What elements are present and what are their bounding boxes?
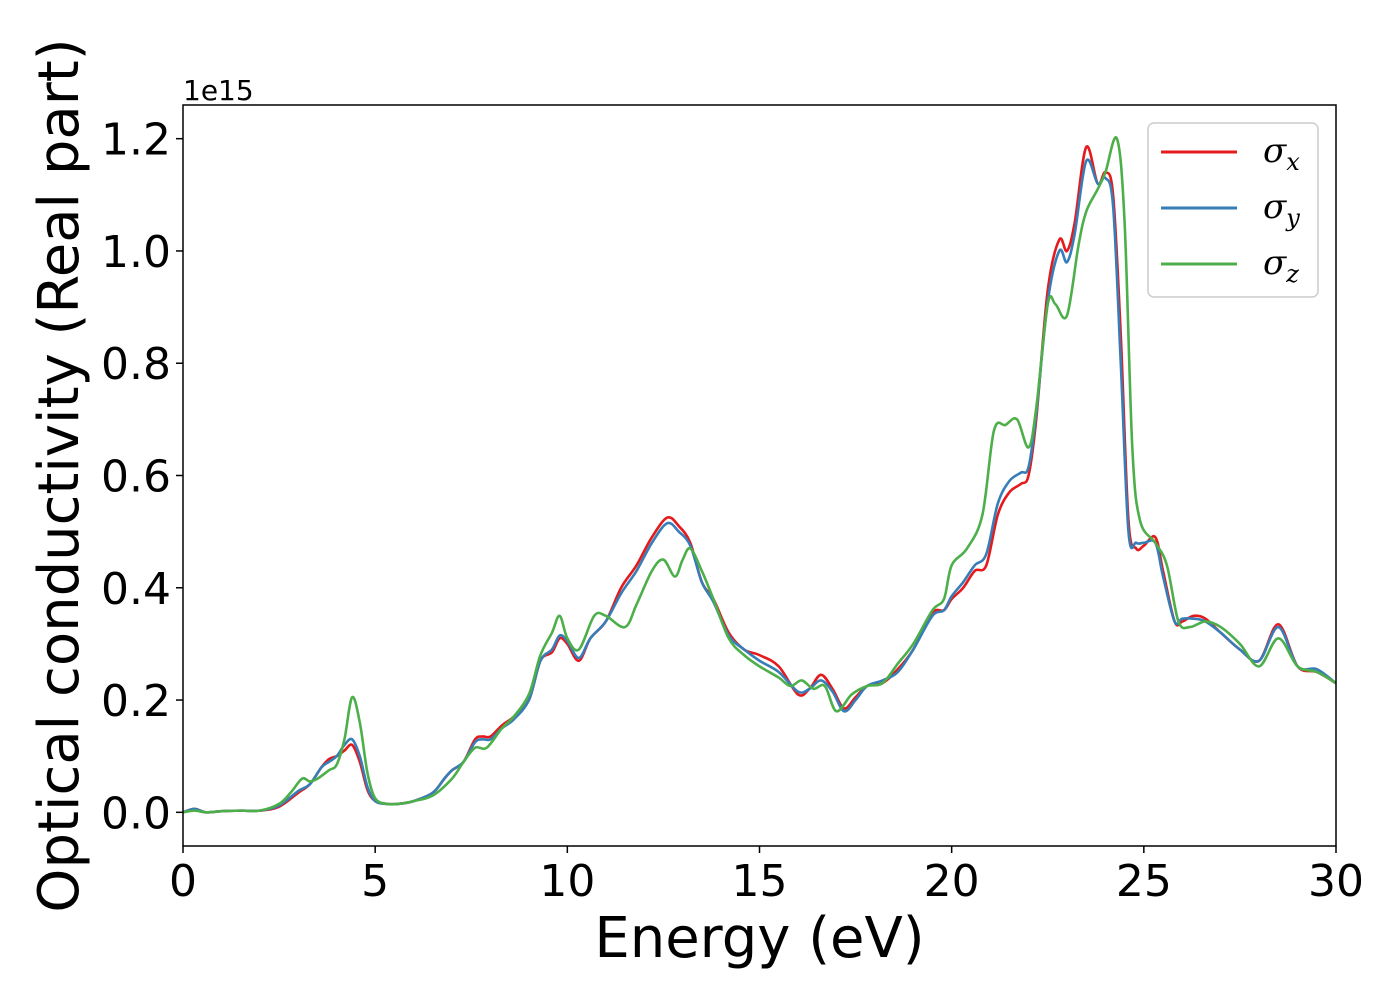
x-tick-label: 15 bbox=[732, 856, 788, 907]
x-tick-label: 10 bbox=[539, 856, 595, 907]
x-axis: 0 5 10 15 20 25 30 bbox=[169, 846, 1364, 907]
x-tick-label: 0 bbox=[169, 856, 197, 907]
y-axis: 0.0 0.2 0.4 0.6 0.8 1.0 1.2 bbox=[101, 115, 183, 839]
x-tick-label: 25 bbox=[1116, 856, 1172, 907]
legend: σx σy σz bbox=[1147, 122, 1319, 298]
series-line-y bbox=[182, 158, 1337, 814]
x-tick-label: 30 bbox=[1308, 856, 1364, 907]
series-line-z bbox=[182, 136, 1337, 814]
y-tick-label: 0.0 bbox=[101, 788, 171, 839]
y-tick-label: 0.2 bbox=[101, 676, 171, 727]
y-tick-label: 0.8 bbox=[101, 339, 171, 390]
y-tick-label: 0.6 bbox=[101, 452, 171, 503]
y-tick-label: 1.2 bbox=[101, 115, 171, 166]
y-axis-label: Optical conductivity (Real part) bbox=[27, 38, 92, 912]
legend-label-y: σy bbox=[1263, 187, 1300, 232]
y-offset-label: 1e15 bbox=[183, 74, 254, 107]
x-tick-label: 20 bbox=[924, 856, 980, 907]
y-tick-label: 0.4 bbox=[101, 564, 171, 615]
series-layer bbox=[182, 136, 1337, 814]
legend-label-x: σx bbox=[1263, 131, 1300, 176]
y-tick-label: 1.0 bbox=[101, 227, 171, 278]
x-tick-label: 5 bbox=[361, 856, 389, 907]
legend-label-z: σz bbox=[1263, 243, 1299, 288]
legend-box bbox=[1147, 122, 1319, 298]
x-axis-label: Energy (eV) bbox=[594, 906, 924, 971]
